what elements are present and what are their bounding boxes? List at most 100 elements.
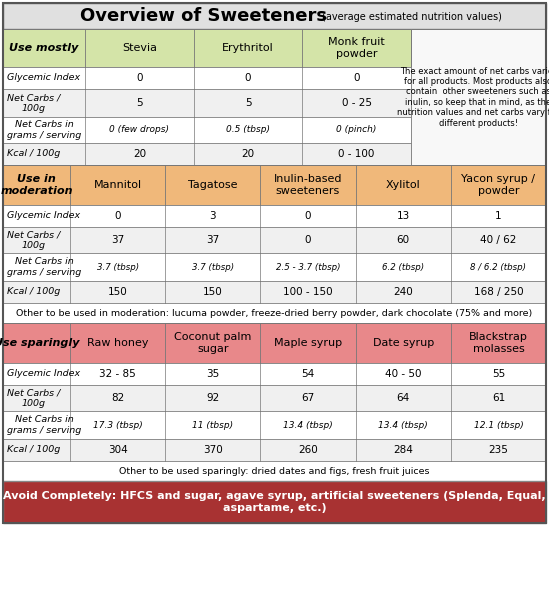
Bar — [3, 323, 546, 363]
Text: Erythritol: Erythritol — [222, 43, 274, 53]
Bar — [3, 439, 546, 461]
Text: Monk fruit
powder: Monk fruit powder — [328, 37, 385, 59]
Text: 54: 54 — [301, 369, 315, 379]
Text: Raw honey: Raw honey — [87, 338, 148, 348]
Text: Stevia: Stevia — [122, 43, 157, 53]
Bar — [3, 303, 546, 323]
Text: 13.4 (tbsp): 13.4 (tbsp) — [283, 421, 333, 430]
Text: Date syrup: Date syrup — [373, 338, 434, 348]
Text: 37: 37 — [111, 235, 124, 245]
Text: 5: 5 — [136, 98, 143, 108]
Text: 0: 0 — [354, 73, 360, 83]
Text: Kcal / 100g: Kcal / 100g — [7, 446, 60, 454]
Text: 0.5 (tbsp): 0.5 (tbsp) — [226, 125, 270, 134]
Bar — [3, 165, 546, 205]
Text: 0 (pinch): 0 (pinch) — [337, 125, 377, 134]
Text: Avoid Completely: HFCS and sugar, agave syrup, artificial sweeteners (Splenda, E: Avoid Completely: HFCS and sugar, agave … — [3, 491, 546, 513]
Bar — [3, 89, 411, 117]
Bar — [3, 385, 546, 411]
Text: Net Carbs /
100g: Net Carbs / 100g — [7, 93, 60, 113]
Text: Coconut palm
sugar: Coconut palm sugar — [174, 332, 251, 354]
Text: 11 (tbsp): 11 (tbsp) — [192, 421, 233, 430]
Text: Net Carbs /
100g: Net Carbs / 100g — [7, 388, 60, 408]
Text: 20: 20 — [242, 149, 255, 159]
Bar — [3, 253, 546, 281]
Text: Glycemic Index: Glycemic Index — [7, 74, 80, 82]
Text: 0: 0 — [305, 211, 311, 221]
Text: 1: 1 — [495, 211, 502, 221]
Text: 150: 150 — [108, 287, 127, 297]
Text: 67: 67 — [301, 393, 315, 403]
Text: 0: 0 — [136, 73, 143, 83]
Bar — [411, 29, 546, 165]
Text: (average estimated nutrition values): (average estimated nutrition values) — [322, 12, 502, 22]
Text: 64: 64 — [396, 393, 410, 403]
Text: 6.2 (tbsp): 6.2 (tbsp) — [382, 263, 424, 271]
Text: Other to be used in moderation: lucuma powder, freeze-dried berry powder, dark c: Other to be used in moderation: lucuma p… — [16, 308, 533, 317]
Bar — [3, 3, 546, 29]
Text: 40 / 62: 40 / 62 — [480, 235, 517, 245]
Bar — [3, 411, 546, 439]
Bar — [3, 481, 546, 523]
Text: Net Carbs in
grams / serving: Net Carbs in grams / serving — [7, 415, 81, 435]
Text: 60: 60 — [396, 235, 410, 245]
Text: 0 - 100: 0 - 100 — [339, 149, 375, 159]
Text: Kcal / 100g: Kcal / 100g — [7, 149, 60, 158]
Text: The exact amount of net carbs varies
for all products. Most products also
contai: The exact amount of net carbs varies for… — [397, 66, 549, 128]
Bar — [3, 281, 546, 303]
Text: 35: 35 — [206, 369, 220, 379]
Bar — [3, 205, 546, 227]
Text: Glycemic Index: Glycemic Index — [7, 370, 80, 378]
Text: 82: 82 — [111, 393, 124, 403]
Text: 37: 37 — [206, 235, 220, 245]
Text: 0: 0 — [245, 73, 251, 83]
Text: 92: 92 — [206, 393, 220, 403]
Text: 370: 370 — [203, 445, 223, 455]
Text: Yacon syrup /
powder: Yacon syrup / powder — [461, 174, 535, 196]
Text: 55: 55 — [492, 369, 505, 379]
Text: Glycemic Index: Glycemic Index — [7, 211, 80, 220]
Text: Tagatose: Tagatose — [188, 180, 238, 190]
Text: 260: 260 — [298, 445, 318, 455]
Text: 0 - 25: 0 - 25 — [341, 98, 372, 108]
Text: 3: 3 — [210, 211, 216, 221]
Bar — [3, 363, 546, 385]
Text: Blackstrap
molasses: Blackstrap molasses — [469, 332, 528, 354]
Text: 240: 240 — [393, 287, 413, 297]
Text: Use mostly: Use mostly — [9, 43, 79, 53]
Text: 3.7 (tbsp): 3.7 (tbsp) — [97, 263, 139, 271]
Text: Use sparingly: Use sparingly — [0, 338, 79, 348]
Text: 284: 284 — [393, 445, 413, 455]
Text: 8 / 6.2 (tbsp): 8 / 6.2 (tbsp) — [470, 263, 526, 271]
Text: Use in
moderation: Use in moderation — [0, 174, 73, 196]
Bar — [3, 143, 411, 165]
Bar — [3, 3, 546, 523]
Text: Mannitol: Mannitol — [93, 180, 142, 190]
Text: 13: 13 — [396, 211, 410, 221]
Text: Net Carbs in
grams / serving: Net Carbs in grams / serving — [7, 120, 81, 140]
Text: 168 / 250: 168 / 250 — [474, 287, 523, 297]
Text: 2.5 - 3.7 (tbsp): 2.5 - 3.7 (tbsp) — [276, 263, 340, 271]
Text: 0 (few drops): 0 (few drops) — [109, 125, 169, 134]
Text: 0: 0 — [114, 211, 121, 221]
Text: 304: 304 — [108, 445, 127, 455]
Text: 235: 235 — [489, 445, 508, 455]
Text: 5: 5 — [245, 98, 251, 108]
Text: 0: 0 — [305, 235, 311, 245]
Text: 150: 150 — [203, 287, 223, 297]
Text: Kcal / 100g: Kcal / 100g — [7, 287, 60, 297]
Bar — [3, 461, 546, 481]
Text: Xylitol: Xylitol — [386, 180, 421, 190]
Text: 40 - 50: 40 - 50 — [385, 369, 422, 379]
Bar — [3, 29, 411, 67]
Text: 100 - 150: 100 - 150 — [283, 287, 333, 297]
Text: 3.7 (tbsp): 3.7 (tbsp) — [192, 263, 234, 271]
Text: Other to be used sparingly: dried dates and figs, fresh fruit juices: Other to be used sparingly: dried dates … — [119, 467, 430, 475]
Text: 61: 61 — [492, 393, 505, 403]
Text: 32 - 85: 32 - 85 — [99, 369, 136, 379]
Bar — [3, 227, 546, 253]
Bar — [3, 117, 411, 143]
Text: 17.3 (tbsp): 17.3 (tbsp) — [93, 421, 143, 430]
Text: Overview of Sweeteners: Overview of Sweeteners — [80, 7, 327, 25]
Text: Maple syrup: Maple syrup — [274, 338, 342, 348]
